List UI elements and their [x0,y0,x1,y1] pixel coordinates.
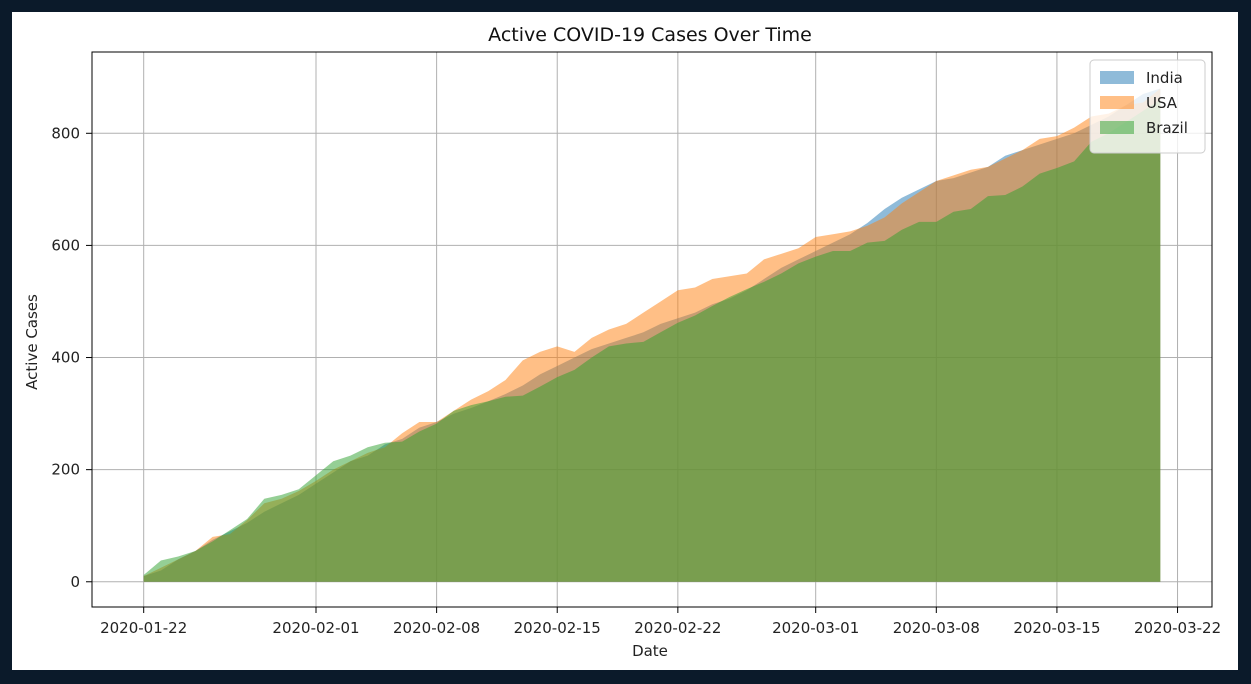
y-tick-label: 600 [51,236,80,254]
axis-ticks: 2020-01-22 2020-02-01 2020-02-08 2020-02-15… [51,124,1221,637]
x-tick-label: 2020-02-08 [393,619,480,637]
y-tick-label: 200 [51,461,80,479]
chart-figure: Active COVID-19 Cases Over Time 2020-01-… [12,12,1238,670]
x-tick-label: 2020-01-22 [100,619,187,637]
x-tick-label: 2020-03-08 [893,619,980,637]
x-tick-label: 2020-02-01 [272,619,359,637]
y-tick-label: 800 [51,124,80,142]
legend-label-india: India [1146,69,1183,87]
x-tick-label: 2020-03-01 [772,619,859,637]
chart-canvas: Active COVID-19 Cases Over Time 2020-01-… [23,24,1221,660]
legend-label-usa: USA [1146,94,1178,112]
area-series-group [143,88,1161,582]
legend-label-brazil: Brazil [1146,119,1188,137]
x-tick-label: 2020-03-22 [1134,619,1221,637]
area-brazil [143,99,1161,582]
legend-swatch-usa [1100,96,1134,109]
x-tick-label: 2020-03-15 [1013,619,1100,637]
x-tick-label: 2020-02-15 [514,619,601,637]
chart-title: Active COVID-19 Cases Over Time [488,24,812,46]
y-tick-label: 0 [70,573,80,591]
x-axis-label: Date [632,642,668,660]
legend-swatch-brazil [1100,121,1134,134]
legend-swatch-india [1100,71,1134,84]
x-tick-label: 2020-02-22 [634,619,721,637]
y-tick-label: 400 [51,349,80,367]
y-axis-label: Active Cases [23,294,41,390]
plot-area-border [91,51,1213,608]
legend: India USA Brazil [1089,59,1206,154]
